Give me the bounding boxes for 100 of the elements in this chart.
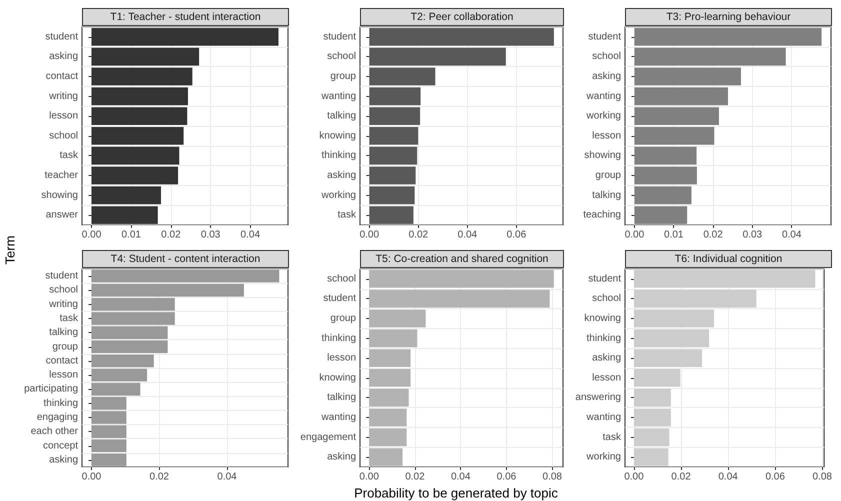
y-tick-label: contact (46, 355, 78, 366)
y-tick-label: teaching (583, 210, 621, 221)
y-tick-label: knowing (319, 372, 356, 384)
y-tick-label: school (49, 284, 78, 296)
bar (92, 87, 188, 106)
bar (634, 388, 671, 407)
x-tick-label: 0.04 (782, 230, 802, 240)
x-tick-label: 0.06 (496, 472, 517, 482)
y-tick-label: talking (327, 110, 356, 122)
x-tick-label: 0.04 (458, 230, 478, 240)
bar (369, 329, 418, 348)
y-tick-label: showing (584, 150, 621, 162)
x-tick-label: 0.00 (82, 472, 102, 482)
bar (634, 448, 668, 466)
bar (369, 310, 426, 328)
y-tick-label: student (323, 31, 356, 42)
y-tick-label: talking (49, 327, 78, 338)
x-tick-label: 0.06 (506, 230, 527, 240)
x-tick-label: 0.00 (624, 472, 644, 482)
bar (369, 28, 554, 46)
bar (634, 428, 670, 446)
bar (369, 146, 418, 165)
bar (92, 166, 178, 184)
x-tick-label: 0.02 (671, 472, 692, 482)
y-tick-label: thinking (586, 332, 621, 344)
bar (634, 206, 688, 224)
bar (369, 107, 420, 126)
bar (369, 388, 409, 407)
x-tick-label: 0.08 (542, 472, 562, 482)
y-tick-label: group (595, 170, 622, 181)
y-tick-label: lesson (327, 352, 356, 364)
bar (634, 349, 702, 368)
bar (634, 126, 714, 145)
y-tick-label: student (588, 273, 622, 284)
y-tick-label: thinking (322, 150, 356, 162)
bar (92, 107, 188, 126)
bar (92, 186, 161, 204)
y-tick-label: group (330, 71, 356, 82)
y-tick-label: talking (327, 392, 356, 404)
y-tick-label: working (586, 110, 621, 122)
bar (369, 448, 403, 466)
bar (369, 48, 506, 66)
bar (92, 126, 184, 145)
bar (634, 270, 816, 288)
x-tick-label: 0.00 (624, 230, 645, 240)
y-tick-label: thinking (44, 398, 78, 409)
y-tick-label: wanting (586, 412, 621, 423)
y-tick-label: asking (327, 170, 356, 181)
y-tick-label: thinking (322, 332, 356, 344)
bar (369, 428, 407, 446)
y-tick-label: lesson (592, 372, 621, 384)
x-tick-label: 0.00 (360, 230, 380, 240)
y-tick-label: school (327, 273, 356, 284)
x-tick-label: 0.04 (240, 230, 260, 240)
y-tick-label: teacher (44, 170, 79, 181)
bar (92, 146, 180, 165)
bar (634, 48, 786, 66)
y-tick-label: engagement (300, 432, 356, 443)
y-tick-label: school (592, 293, 621, 304)
bar (369, 349, 411, 368)
y-tick-label: school (327, 51, 356, 62)
bar (634, 329, 710, 348)
x-tick-label: 0.03 (742, 230, 763, 240)
y-tick-label: answering (575, 392, 621, 404)
y-tick-label: student (323, 293, 356, 304)
x-tick-label: 0.02 (150, 472, 170, 482)
y-tick-label: writing (48, 298, 78, 310)
y-tick-label: asking (49, 454, 78, 466)
x-tick-label: 0.01 (121, 230, 142, 240)
bar (369, 368, 411, 387)
bar (634, 368, 680, 387)
x-tick-label: 0.03 (200, 230, 221, 240)
bar (369, 186, 415, 204)
y-tick-label: contact (46, 71, 78, 82)
chart-title: T5: Co-creation and shared cognition (360, 250, 564, 268)
chart-title: T4: Student - content interaction (82, 250, 289, 268)
bar (634, 28, 822, 46)
y-tick-label: asking (49, 51, 78, 62)
y-tick-label: asking (327, 452, 356, 463)
y-tick-label: group (52, 341, 78, 352)
x-tick-label: 0.02 (703, 230, 724, 240)
y-tick-label: participating (24, 384, 78, 395)
bar (634, 107, 719, 126)
bar (634, 408, 671, 426)
bar (369, 68, 436, 86)
y-tick-label: task (60, 150, 79, 162)
bar (634, 310, 714, 328)
bar (369, 126, 418, 145)
y-tick-label: wanting (586, 90, 621, 102)
y-tick-label: lesson (592, 130, 621, 142)
y-tick-label: asking (592, 352, 621, 364)
bar (92, 48, 200, 66)
bar (369, 408, 407, 426)
y-tick-label: lesson (49, 370, 78, 381)
bar (634, 166, 697, 184)
y-tick-label: lesson (49, 110, 78, 122)
y-tick-label: task (60, 313, 79, 324)
x-tick-label: 0.01 (664, 230, 684, 240)
x-tick-label: 0.08 (812, 472, 832, 482)
y-tick-label: student (45, 270, 78, 282)
